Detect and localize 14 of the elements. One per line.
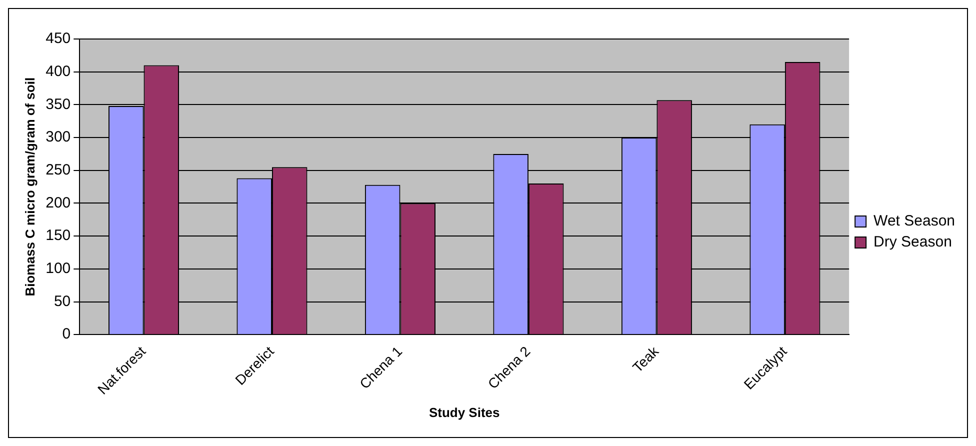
legend-label: Dry Season xyxy=(874,234,952,251)
y-tick-label: 100 xyxy=(46,260,71,278)
y-axis-title: Biomass C micro gram/gram of soil xyxy=(22,77,38,296)
y-tick-label: 300 xyxy=(46,128,71,146)
y-tick-label: 200 xyxy=(46,194,71,212)
y-tick-label: 150 xyxy=(46,227,71,244)
legend-label: Wet Season xyxy=(874,212,956,230)
y-tick-label: 400 xyxy=(46,62,71,80)
y-tick-label: 50 xyxy=(54,292,71,310)
x-axis-title: Study Sites xyxy=(428,404,500,420)
y-tick-label: 350 xyxy=(46,96,71,113)
y-tick-label: 450 xyxy=(46,30,71,48)
y-tick-label: 250 xyxy=(46,162,71,179)
y-tick-label: 0 xyxy=(62,326,71,343)
